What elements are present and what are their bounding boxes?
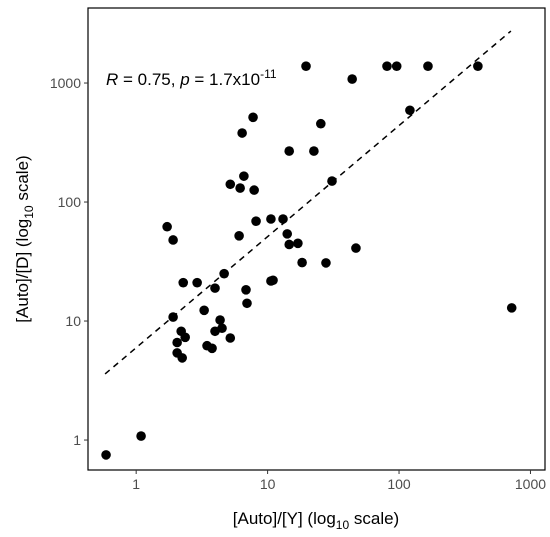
y-axis-title: [Auto]/[D] (log10 scale) — [13, 155, 36, 322]
y-title-text: [Auto]/[D] (log — [13, 219, 32, 323]
y-tick-label: 1 — [73, 432, 81, 448]
point — [405, 105, 415, 116]
point — [192, 277, 202, 288]
point — [180, 332, 190, 343]
point — [284, 146, 295, 156]
point — [225, 179, 236, 190]
point — [168, 312, 178, 322]
point — [234, 231, 244, 241]
annotation-p-text: = 1.7x10 — [190, 70, 260, 89]
point — [210, 283, 220, 293]
point — [217, 323, 227, 334]
x-title-sub: 10 — [336, 518, 350, 532]
point — [297, 257, 307, 268]
point — [351, 243, 361, 253]
point — [178, 277, 189, 288]
y-tick-label: 100 — [58, 194, 82, 210]
y-title-sub: 10 — [22, 205, 36, 219]
annotation: R = 0.75, p = 1.7x10-11 — [106, 67, 277, 89]
point — [278, 214, 288, 224]
x-tick-label: 10 — [260, 476, 276, 492]
point — [136, 431, 146, 441]
point — [235, 183, 245, 193]
point — [251, 216, 261, 227]
annotation-r: R — [106, 70, 118, 89]
x-axis-title: [Auto]/[Y] (log10 scale) — [233, 509, 399, 532]
point — [242, 298, 252, 309]
point — [248, 112, 258, 123]
point — [225, 333, 236, 343]
point — [391, 61, 402, 71]
annotation-p: p — [179, 70, 189, 89]
x-tick-label: 1000 — [515, 476, 546, 492]
point — [168, 235, 178, 245]
point — [423, 61, 433, 71]
point — [199, 305, 209, 316]
annotation-p-exp: -11 — [260, 67, 277, 81]
point — [316, 118, 326, 129]
y-tick-label: 10 — [65, 313, 81, 329]
point — [101, 450, 111, 460]
point — [162, 221, 172, 232]
point — [347, 74, 357, 84]
point — [177, 353, 188, 363]
point — [301, 61, 311, 71]
point — [309, 146, 319, 156]
point — [215, 315, 225, 325]
annotation-r-text: = 0.75, — [118, 70, 180, 89]
point — [237, 128, 247, 138]
x-tick-label: 100 — [387, 476, 411, 492]
x-title-tail: scale) — [349, 509, 399, 528]
plot-panel — [87, 7, 546, 471]
point — [266, 214, 276, 224]
point — [207, 343, 217, 354]
x-tick-label: 1 — [132, 476, 140, 492]
point — [284, 239, 295, 250]
point — [172, 337, 182, 348]
x-title-text: [Auto]/[Y] (log — [233, 509, 336, 528]
point — [282, 229, 293, 239]
point — [506, 303, 517, 313]
point — [239, 171, 249, 181]
point — [268, 275, 278, 286]
point — [321, 258, 331, 268]
point — [293, 238, 303, 249]
point — [382, 61, 392, 71]
y-tick-label: 1000 — [50, 75, 81, 91]
point — [473, 61, 483, 71]
point — [327, 176, 337, 186]
point — [249, 185, 259, 195]
point — [241, 284, 251, 295]
point — [219, 268, 229, 279]
y-title-tail: scale) — [13, 155, 32, 205]
